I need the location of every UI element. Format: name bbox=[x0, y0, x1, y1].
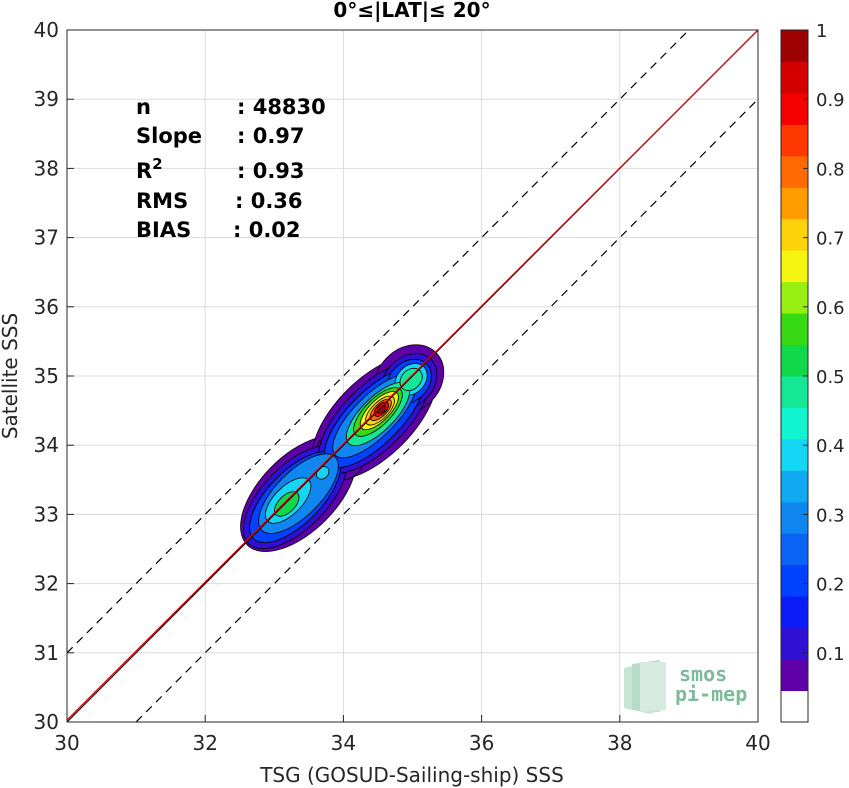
colorbar-tick-label: 0.3 bbox=[816, 505, 845, 526]
x-axis-label: TSG (GOSUD-Sailing-ship) SSS bbox=[259, 763, 564, 787]
x-tick-label: 34 bbox=[331, 731, 356, 755]
colorbar-segment bbox=[781, 187, 808, 220]
stat-value: : 0.02 bbox=[233, 218, 301, 242]
y-axis-label: Satellite SSS bbox=[0, 313, 22, 439]
fit-line bbox=[67, 30, 758, 721]
x-tick-label: 32 bbox=[192, 731, 217, 755]
colorbar: 0.1 0.2 0.3 0.4 0.5 0.6 0.7 0.8 0.9 1 bbox=[780, 21, 845, 723]
density-contour bbox=[274, 491, 300, 517]
y-tick-label: 32 bbox=[34, 572, 59, 596]
colorbar-tick-label: 0.8 bbox=[816, 159, 845, 180]
stat-value: : 0.93 bbox=[237, 159, 305, 183]
colorbar-segment bbox=[781, 470, 808, 503]
x-tick-label: 36 bbox=[469, 731, 494, 755]
colorbar-segment bbox=[781, 627, 808, 660]
logo-mark bbox=[624, 660, 666, 714]
x-tick-label: 30 bbox=[54, 731, 79, 755]
y-tick-label: 36 bbox=[34, 295, 59, 319]
upper-bound-line bbox=[67, 30, 690, 654]
colorbar-segment bbox=[781, 407, 808, 440]
colorbar-tick-label: 0.1 bbox=[816, 644, 845, 665]
colorbar-segment bbox=[781, 92, 808, 125]
lower-bound-line bbox=[135, 98, 758, 722]
reference-lines bbox=[67, 30, 758, 722]
colorbar-segment bbox=[781, 218, 808, 251]
colorbar-segment bbox=[781, 564, 808, 597]
colorbar-segment bbox=[781, 344, 808, 377]
stat-value: : 0.36 bbox=[235, 189, 303, 213]
colorbar-segment bbox=[781, 155, 808, 188]
y-tick-label: 34 bbox=[34, 433, 59, 457]
y-tick-label: 38 bbox=[34, 156, 59, 180]
colorbar-segment bbox=[781, 124, 808, 157]
y-tick-label: 35 bbox=[34, 364, 59, 388]
density-contour bbox=[399, 367, 423, 392]
smos-pi-mep-logo: smos pi-mep bbox=[624, 660, 747, 714]
colorbar-segment bbox=[781, 690, 808, 723]
y-tick-label: 33 bbox=[34, 502, 59, 526]
colorbar-segment bbox=[781, 281, 808, 314]
stat-label: Slope bbox=[136, 124, 202, 148]
y-tick-label: 39 bbox=[34, 87, 59, 111]
stat-value: : 0.97 bbox=[237, 124, 305, 148]
logo-line2: pi-mep bbox=[675, 682, 747, 706]
stat-label: BIAS bbox=[136, 218, 191, 242]
stat-label: n bbox=[136, 95, 151, 119]
density-contour bbox=[376, 404, 387, 414]
stat-value: : 48830 bbox=[237, 95, 326, 119]
colorbar-segment bbox=[781, 313, 808, 346]
colorbar-tick-label: 1 bbox=[816, 21, 827, 42]
grid bbox=[66, 29, 759, 723]
colorbar-segment bbox=[781, 533, 808, 566]
y-tick-label: 31 bbox=[34, 641, 59, 665]
colorbar-tick-label: 0.9 bbox=[816, 90, 845, 111]
chart-title: 0°≤|LAT|≤ 20° bbox=[333, 0, 490, 22]
y-tick-label: 30 bbox=[34, 710, 59, 734]
y-tick-label: 37 bbox=[34, 226, 59, 250]
colorbar-tick-label: 0.4 bbox=[816, 436, 845, 457]
axis-ticks: 30 32 34 36 38 40 30 31 32 33 34 35 36 37 38 39 40 bbox=[34, 18, 771, 755]
colorbar-segment bbox=[781, 61, 808, 94]
x-tick-label: 38 bbox=[607, 731, 632, 755]
y-tick-label: 40 bbox=[34, 18, 59, 42]
x-tick-label: 40 bbox=[745, 731, 770, 755]
colorbar-segment bbox=[781, 376, 808, 408]
colorbar-segment bbox=[781, 596, 808, 629]
colorbar-segment bbox=[781, 438, 808, 471]
colorbar-tick-label: 0.2 bbox=[816, 575, 845, 596]
colorbar-segment bbox=[781, 250, 808, 283]
colorbar-tick-label: 0.7 bbox=[816, 229, 845, 250]
stat-label: RMS bbox=[136, 189, 188, 213]
colorbar-segment bbox=[781, 30, 808, 62]
colorbar-tick-label: 0.5 bbox=[816, 367, 845, 388]
colorbar-tick-label: 0.6 bbox=[816, 298, 845, 319]
colorbar-segment bbox=[781, 659, 808, 692]
colorbar-segment bbox=[781, 501, 808, 534]
logo-line1: smos bbox=[679, 662, 727, 686]
